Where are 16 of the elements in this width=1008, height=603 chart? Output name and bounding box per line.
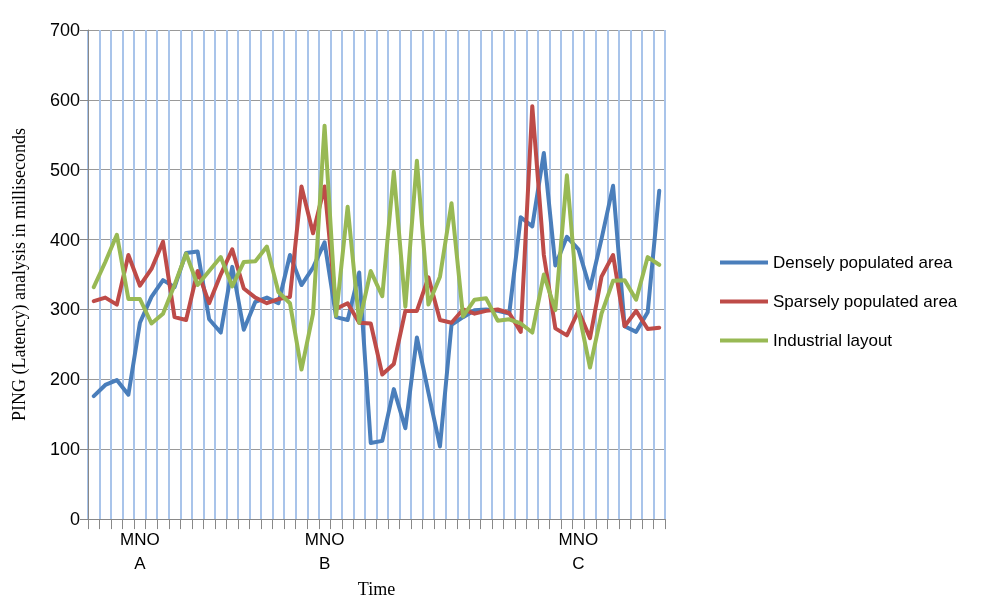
y-tick-label: 200 [49, 369, 80, 390]
y-tick-label: 600 [49, 89, 80, 110]
x-tick-label: MNO B [304, 529, 345, 573]
legend-label: Industrial layout [773, 331, 893, 350]
y-tick-label: 400 [49, 229, 80, 250]
y-axis-title: PING (Latency) analysis in milliseconds [9, 128, 30, 422]
x-axis-title: Time [357, 579, 396, 599]
legend-label: Sparsely populated area [773, 292, 958, 311]
y-tick-label: 0 [69, 509, 80, 530]
y-tick-label: 700 [49, 20, 80, 40]
y-tick-label: 500 [49, 159, 80, 180]
legend-label: Densely populated area [773, 253, 954, 272]
y-tick-label: 100 [49, 439, 80, 460]
x-tick-label: MNO A [120, 529, 160, 573]
x-tick-label: MNO C [558, 529, 599, 573]
y-tick-label: 300 [49, 299, 80, 320]
